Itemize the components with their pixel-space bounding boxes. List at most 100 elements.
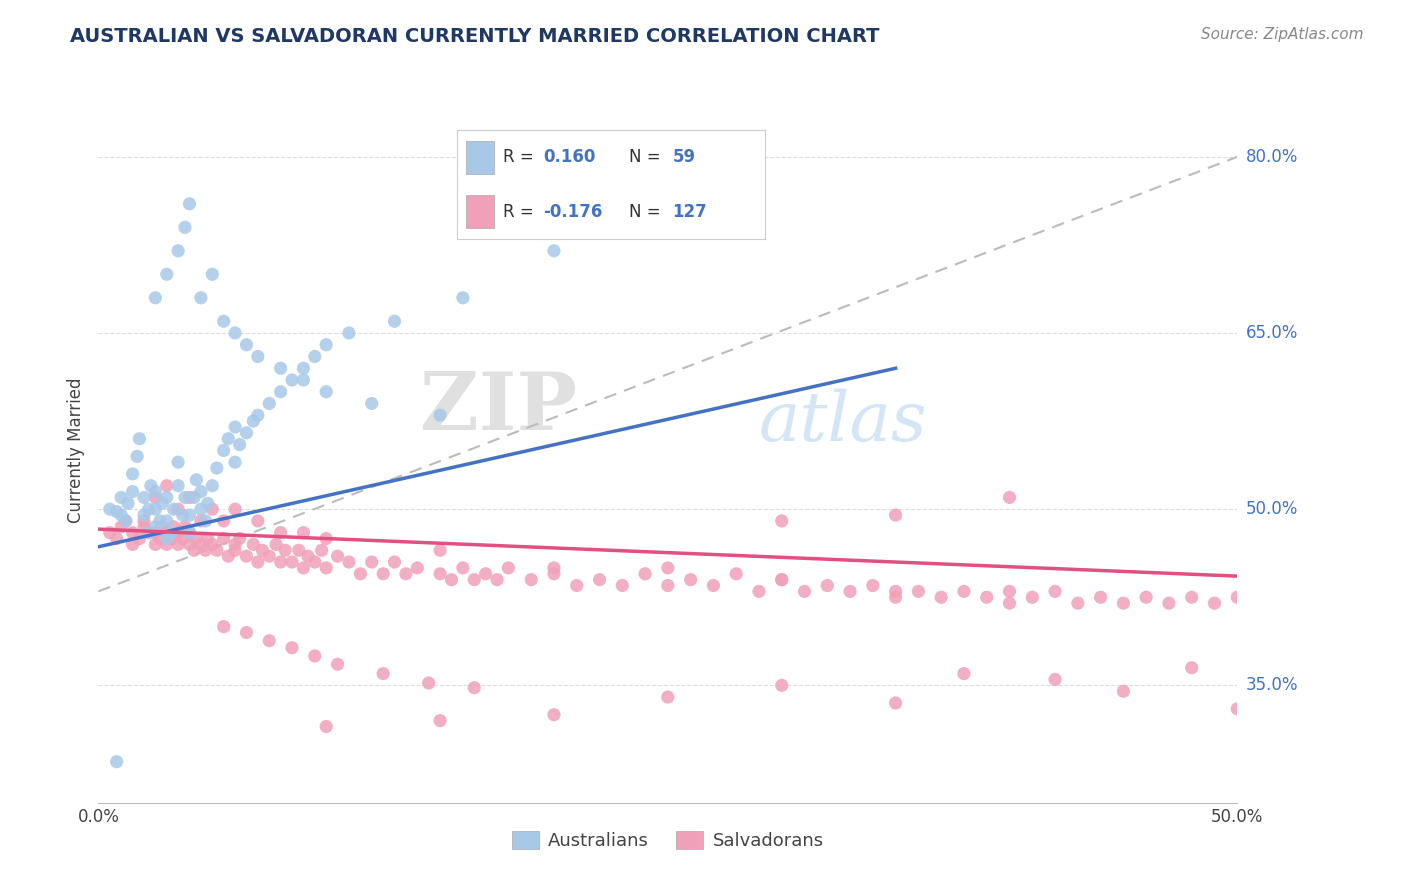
Point <box>145 520 167 534</box>
Point <box>246 514 269 528</box>
Point <box>205 461 228 475</box>
Point <box>612 578 634 592</box>
Point <box>657 690 679 705</box>
Point <box>150 520 173 534</box>
Point <box>884 696 907 710</box>
Point <box>212 532 235 546</box>
Point <box>174 491 197 505</box>
Point <box>110 520 132 534</box>
Point <box>105 504 128 518</box>
Point <box>315 561 337 575</box>
Point <box>172 532 194 546</box>
Point <box>212 514 235 528</box>
Point <box>190 537 212 551</box>
Point <box>174 520 197 534</box>
Point <box>998 596 1021 610</box>
Point <box>224 537 246 551</box>
Point <box>114 514 136 528</box>
Point <box>138 502 160 516</box>
Point <box>371 566 394 581</box>
Point <box>815 578 838 592</box>
Point <box>98 502 121 516</box>
Point <box>281 373 304 387</box>
Point <box>264 537 287 551</box>
Point <box>121 537 143 551</box>
Point <box>565 578 588 592</box>
Point <box>145 525 167 540</box>
Point <box>1204 596 1226 610</box>
Point <box>337 555 360 569</box>
Point <box>1043 673 1066 687</box>
Point <box>197 496 219 510</box>
Point <box>145 491 167 505</box>
Point <box>281 640 304 655</box>
Point <box>1226 591 1249 605</box>
Point <box>371 666 394 681</box>
Point <box>156 478 179 492</box>
Point <box>160 525 183 540</box>
Point <box>167 525 190 540</box>
Point <box>132 520 155 534</box>
Point <box>634 566 657 581</box>
Point <box>235 549 257 564</box>
Point <box>440 573 463 587</box>
Point <box>304 350 326 364</box>
Point <box>224 326 246 340</box>
Point <box>1181 661 1204 675</box>
Point <box>907 584 929 599</box>
Point <box>281 555 304 569</box>
Text: 35.0%: 35.0% <box>1246 676 1298 694</box>
Point <box>770 573 793 587</box>
Point <box>793 584 815 599</box>
Point <box>246 409 269 423</box>
Point <box>770 678 793 692</box>
Point <box>242 537 264 551</box>
Point <box>121 467 143 481</box>
Point <box>114 514 136 528</box>
Point <box>179 491 201 505</box>
Point <box>520 573 543 587</box>
Point <box>360 396 382 410</box>
Point <box>156 491 179 505</box>
Point <box>190 484 212 499</box>
Point <box>486 573 509 587</box>
Point <box>884 508 907 522</box>
Point <box>270 384 292 399</box>
Point <box>862 578 884 592</box>
Point <box>228 437 250 451</box>
Point <box>127 450 149 464</box>
Point <box>105 755 128 769</box>
Point <box>274 543 297 558</box>
Point <box>543 561 565 575</box>
Point <box>145 291 167 305</box>
Point <box>418 676 440 690</box>
Point <box>451 561 474 575</box>
Point <box>588 573 610 587</box>
Text: Source: ZipAtlas.com: Source: ZipAtlas.com <box>1201 27 1364 42</box>
Point <box>167 502 190 516</box>
Point <box>167 478 190 492</box>
Point <box>315 337 337 351</box>
Point <box>292 373 315 387</box>
Text: AUSTRALIAN VS SALVADORAN CURRENTLY MARRIED CORRELATION CHART: AUSTRALIAN VS SALVADORAN CURRENTLY MARRI… <box>70 27 880 45</box>
Point <box>224 543 246 558</box>
Point <box>183 543 205 558</box>
Point <box>149 514 172 528</box>
Point <box>167 537 190 551</box>
Point <box>725 185 748 199</box>
Point <box>297 549 319 564</box>
Point <box>770 514 793 528</box>
Point <box>463 573 485 587</box>
Point <box>132 514 155 528</box>
Point <box>201 478 224 492</box>
Point <box>224 455 246 469</box>
Point <box>288 543 311 558</box>
Point <box>315 384 337 399</box>
Point <box>543 244 565 258</box>
Point <box>162 520 184 534</box>
Point <box>657 561 679 575</box>
Point <box>110 508 132 522</box>
Point <box>953 584 976 599</box>
Point <box>183 491 205 505</box>
Point <box>953 666 976 681</box>
